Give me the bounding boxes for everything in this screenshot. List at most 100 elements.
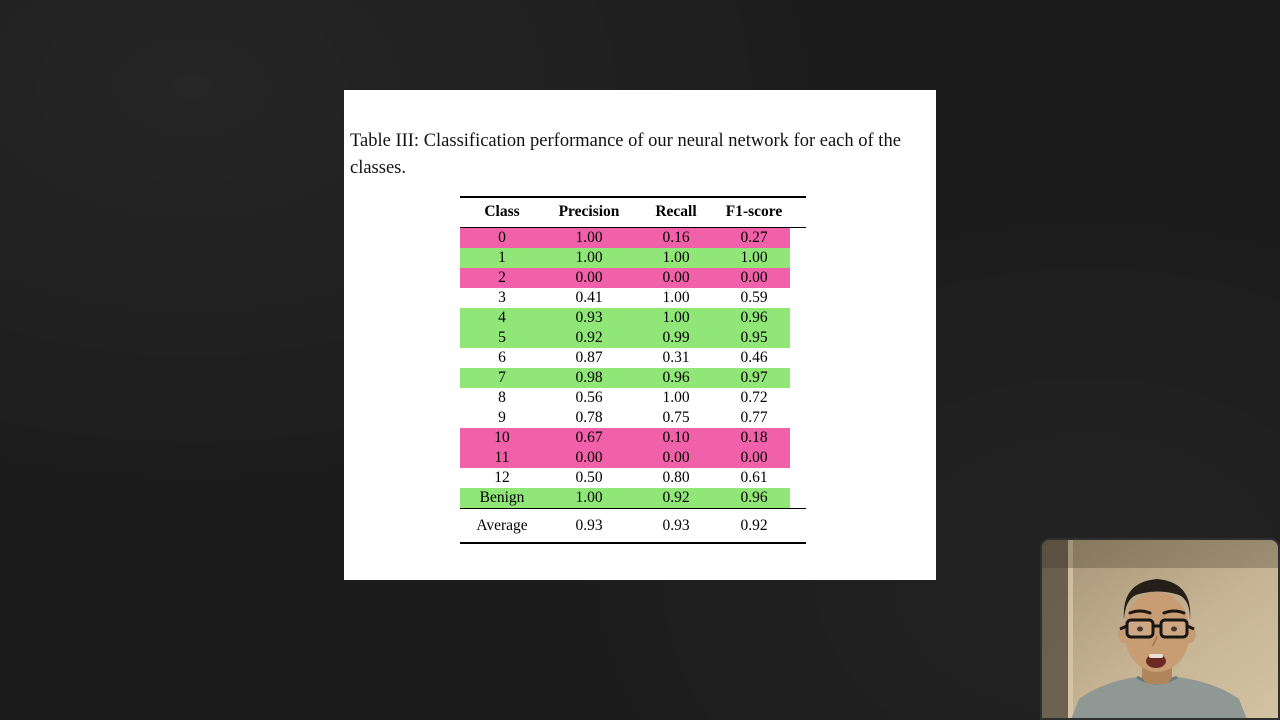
recall-cell: 0.00 <box>634 268 718 288</box>
header-recall: Recall <box>634 197 718 228</box>
slide: Table III: Classification performance of… <box>344 90 936 580</box>
precision-cell: 0.78 <box>575 409 603 426</box>
table-row-class-4: 4 0.93 1.00 0.96 <box>460 308 806 328</box>
recall-cell: 0.00 <box>634 448 718 468</box>
f1-cell: 0.97 <box>718 368 790 388</box>
row-end-spacer <box>790 228 806 249</box>
table-row-class-11: 11 0.00 0.00 0.00 <box>460 448 806 468</box>
class-cell: 4 <box>460 308 544 328</box>
table-row-class-3: 3 0.41 1.00 0.59 <box>460 288 806 308</box>
header-f1-score: F1-score <box>718 197 790 228</box>
person-shirt <box>1071 677 1247 718</box>
row-end-spacer <box>790 388 806 408</box>
precision-cell: 0.87 <box>575 349 603 366</box>
precision-cell: 1.00 <box>544 227 634 248</box>
precision-cell: 0.41 <box>575 289 603 306</box>
average-recall: 0.93 <box>634 508 718 543</box>
average-spacer <box>790 508 806 543</box>
row-end-spacer <box>790 408 806 428</box>
row-end-spacer <box>790 288 806 308</box>
row-end-spacer <box>790 448 806 468</box>
person-eyebrow-right <box>1162 609 1186 615</box>
recall-cell: 0.96 <box>634 368 718 388</box>
table-row-class-0: 0 1.00 0.16 0.27 <box>460 227 806 249</box>
doorway-shadow <box>1042 540 1068 718</box>
f1-cell: 0.27 <box>718 227 790 248</box>
class-cell: 9 <box>498 409 506 426</box>
webcam-overlay <box>1040 538 1280 720</box>
precision-cell: 0.93 <box>544 308 634 328</box>
f1-cell: 1.00 <box>718 248 790 268</box>
table-row-class-9: 9 0.78 0.75 0.77 <box>460 408 806 428</box>
table-row-class-2: 2 0.00 0.00 0.00 <box>460 268 806 288</box>
class-cell: 0 <box>460 227 544 248</box>
table-header-row: Class Precision Recall F1-score <box>460 197 806 228</box>
precision-cell: 0.67 <box>544 428 634 448</box>
f1-cell: 0.00 <box>718 448 790 468</box>
class-cell: 7 <box>460 368 544 388</box>
f1-cell: 0.96 <box>718 488 790 509</box>
ceiling-shadow <box>1042 540 1278 568</box>
precision-cell: 0.50 <box>575 469 603 486</box>
class-cell: 11 <box>460 448 544 468</box>
f1-cell: 0.77 <box>740 409 768 426</box>
recall-cell: 0.10 <box>634 428 718 448</box>
class-cell: 8 <box>498 389 506 406</box>
class-cell: 2 <box>460 268 544 288</box>
row-end-spacer <box>790 428 806 448</box>
table-row-class-7: 7 0.98 0.96 0.97 <box>460 368 806 388</box>
table-caption: Table III: Classification performance of… <box>350 131 901 178</box>
table-row-class-10: 10 0.67 0.10 0.18 <box>460 428 806 448</box>
presenter-person <box>1071 579 1247 718</box>
class-cell: 3 <box>498 289 506 306</box>
row-end-spacer <box>790 488 806 509</box>
precision-cell: 0.98 <box>544 368 634 388</box>
recall-cell: 0.92 <box>634 488 718 509</box>
recall-cell: 1.00 <box>634 308 718 328</box>
person-teeth <box>1149 654 1163 658</box>
header-precision: Precision <box>544 197 634 228</box>
header-class: Class <box>460 197 544 228</box>
f1-cell: 0.95 <box>718 328 790 348</box>
recall-cell: 1.00 <box>662 389 690 406</box>
f1-cell: 0.72 <box>740 389 768 406</box>
row-end-spacer <box>790 328 806 348</box>
recall-cell: 1.00 <box>634 248 718 268</box>
door-frame <box>1068 540 1073 718</box>
f1-cell: 0.96 <box>718 308 790 328</box>
row-end-spacer <box>790 468 806 488</box>
precision-cell: 0.92 <box>544 328 634 348</box>
class-cell: 10 <box>460 428 544 448</box>
row-end-spacer <box>790 308 806 328</box>
class-cell: 1 <box>460 248 544 268</box>
precision-cell: 0.00 <box>544 268 634 288</box>
person-eyebrow-left <box>1128 609 1152 615</box>
header-spacer <box>790 197 806 228</box>
recall-cell: 0.80 <box>662 469 690 486</box>
f1-cell: 0.00 <box>718 268 790 288</box>
recall-cell: 0.75 <box>662 409 690 426</box>
table-body: 0 1.00 0.16 0.27 1 1.00 1.00 1.00 2 0.00 0.00 0.00 3… <box>460 227 806 509</box>
class-cell: Benign <box>460 488 544 509</box>
glasses-icon <box>1119 618 1195 639</box>
average-precision: 0.93 <box>544 508 634 543</box>
precision-cell: 0.56 <box>575 389 603 406</box>
table-row-class-5: 5 0.92 0.99 0.95 <box>460 328 806 348</box>
recall-cell: 1.00 <box>662 289 690 306</box>
table-row-class-12: 12 0.50 0.80 0.61 <box>460 468 806 488</box>
row-end-spacer <box>790 248 806 268</box>
table-row-class-1: 1 1.00 1.00 1.00 <box>460 248 806 268</box>
class-cell: 12 <box>494 469 510 486</box>
precision-cell: 1.00 <box>544 248 634 268</box>
row-end-spacer <box>790 268 806 288</box>
class-cell: 5 <box>460 328 544 348</box>
presenter-video <box>1042 540 1278 718</box>
table-row-class-6: 6 0.87 0.31 0.46 <box>460 348 806 368</box>
table-row-class-8: 8 0.56 1.00 0.72 <box>460 388 806 408</box>
person-nose <box>1151 635 1158 647</box>
average-f1: 0.92 <box>718 508 790 543</box>
person-hair <box>1123 579 1191 620</box>
row-end-spacer <box>790 348 806 368</box>
class-cell: 6 <box>498 349 506 366</box>
